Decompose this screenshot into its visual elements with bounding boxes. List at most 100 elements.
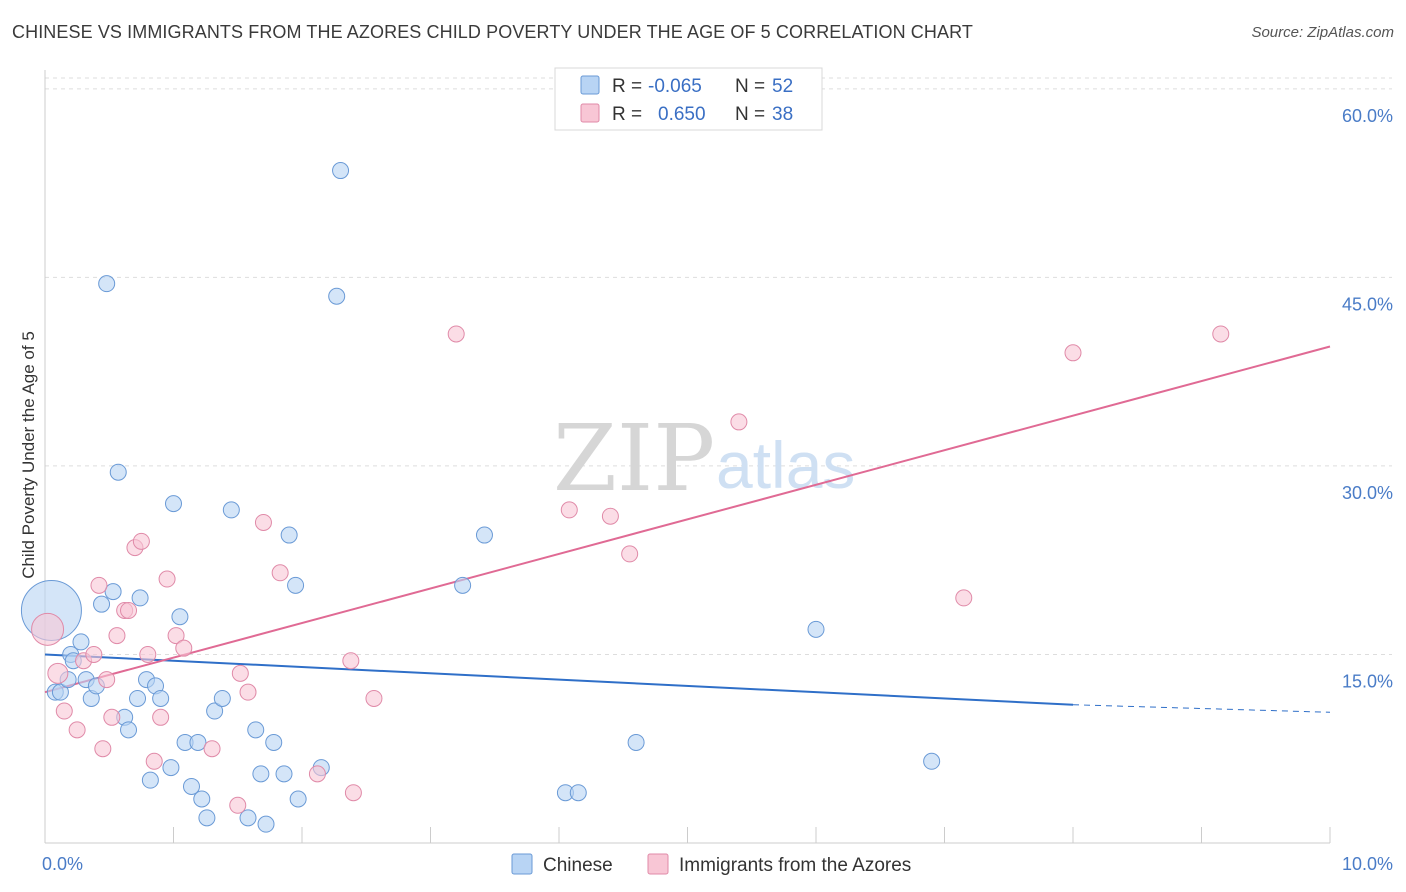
bottom-legend-label-azores: Immigrants from the Azores <box>679 855 911 876</box>
watermark-zip: ZIP <box>553 405 715 512</box>
azores-point-25 <box>254 513 272 531</box>
chinese-point-16 <box>131 589 149 607</box>
chinese-point-47 <box>569 784 587 802</box>
azores-point-14 <box>132 532 150 550</box>
chinese-point-51 <box>98 275 116 293</box>
azores-point-17 <box>152 708 170 726</box>
chinese-point-43 <box>332 162 350 180</box>
azores-point-37 <box>1064 344 1082 362</box>
bottom-legend-swatch-chinese <box>511 853 533 875</box>
chinese-point-44 <box>454 576 472 594</box>
azores-point-18 <box>158 570 176 588</box>
azores-point-15 <box>139 645 157 663</box>
chart-source: Source: ZipAtlas.com <box>1251 24 1394 41</box>
azores-point-21 <box>203 740 221 758</box>
azores-point-19 <box>167 627 185 645</box>
legend-n-value-azores: 38 <box>772 104 793 125</box>
watermark-atlas: atlas <box>716 428 855 502</box>
azores-trend-line <box>44 345 1331 694</box>
chinese-point-39 <box>287 576 305 594</box>
chinese-point-31 <box>222 501 240 519</box>
chinese-point-50 <box>923 752 941 770</box>
chinese-point-12 <box>109 463 127 481</box>
data-points <box>20 162 1230 833</box>
chinese-point-45 <box>475 526 493 544</box>
chinese-point-33 <box>247 721 265 739</box>
y-tick-labels: 15.0% 30.0% 45.0% 60.0% <box>1342 106 1393 692</box>
chinese-point-32 <box>239 809 257 827</box>
azores-point-35 <box>730 413 748 431</box>
azores-point-16 <box>145 752 163 770</box>
chinese-point-14 <box>120 721 138 739</box>
azores-point-38 <box>1212 325 1230 343</box>
legend-r-value-chinese: -0.065 <box>648 76 702 97</box>
chinese-point-38 <box>280 526 298 544</box>
chinese-trend-extension <box>1072 704 1331 713</box>
chinese-point-18 <box>141 771 159 789</box>
azores-point-36 <box>955 589 973 607</box>
chinese-point-2 <box>51 683 69 701</box>
legend-r-label-azores: R = <box>612 104 642 125</box>
axes <box>44 70 1331 844</box>
chinese-point-34 <box>252 765 270 783</box>
y-tick-label-2: 45.0% <box>1342 294 1393 314</box>
y-axis-label: Child Poverty Under the Age of 5 <box>19 331 38 579</box>
azores-point-6 <box>90 576 108 594</box>
azores-point-30 <box>365 689 383 707</box>
azores-point-8 <box>98 671 116 689</box>
chinese-point-49 <box>807 620 825 638</box>
azores-point-9 <box>103 708 121 726</box>
chinese-point-11 <box>104 583 122 601</box>
chinese-point-10 <box>93 595 111 613</box>
azores-point-7 <box>94 740 112 758</box>
azores-point-20 <box>175 639 193 657</box>
azores-point-22 <box>229 796 247 814</box>
chinese-point-21 <box>162 759 180 777</box>
x-tick-labels: 0.0% 10.0% <box>42 854 1393 874</box>
azores-point-29 <box>344 784 362 802</box>
y-tick-label-0: 15.0% <box>1342 671 1393 691</box>
chinese-point-48 <box>627 733 645 751</box>
chinese-point-30 <box>213 689 231 707</box>
y-tick-label-1: 30.0% <box>1342 483 1393 503</box>
x-tick-label-0: 0.0% <box>42 854 83 874</box>
chinese-point-26 <box>189 733 207 751</box>
azores-point-5 <box>85 645 103 663</box>
azores-point-12 <box>120 601 138 619</box>
azores-point-24 <box>239 683 257 701</box>
chinese-point-29 <box>206 702 224 720</box>
azores-point-27 <box>308 765 326 783</box>
chinese-trend-line <box>44 653 1074 706</box>
chinese-point-37 <box>275 765 293 783</box>
azores-point-31 <box>447 325 465 343</box>
azores-point-23 <box>231 664 249 682</box>
bottom-legend-label-chinese: Chinese <box>543 855 613 876</box>
chinese-point-22 <box>165 495 182 513</box>
azores-point-1 <box>47 662 69 684</box>
azores-point-2 <box>55 702 73 720</box>
azores-point-33 <box>601 507 619 525</box>
bottom-legend-swatch-azores <box>647 853 669 875</box>
chinese-point-20 <box>152 689 170 707</box>
chinese-point-15 <box>129 689 147 707</box>
chinese-point-23 <box>171 608 189 626</box>
legend-n-label-azores: N = <box>735 104 765 125</box>
chinese-point-28 <box>198 809 216 827</box>
legend-swatch-azores <box>580 103 600 123</box>
grid-lines <box>45 77 1392 655</box>
chinese-point-27 <box>193 790 211 808</box>
azores-point-10 <box>108 627 126 645</box>
chinese-point-25 <box>182 777 200 795</box>
legend-n-label-chinese: N = <box>735 76 765 97</box>
legend-r-value-azores: 0.650 <box>658 104 706 125</box>
chinese-point-36 <box>265 733 283 751</box>
azores-point-3 <box>68 721 86 739</box>
watermark: ZIP atlas <box>553 405 855 512</box>
legend-swatch-chinese <box>580 75 600 95</box>
chinese-point-35 <box>257 815 275 833</box>
azores-point-32 <box>560 501 578 519</box>
chart-title: CHINESE VS IMMIGRANTS FROM THE AZORES CH… <box>12 22 973 42</box>
chinese-point-6 <box>72 633 90 651</box>
y-tick-label-3: 60.0% <box>1342 106 1393 126</box>
